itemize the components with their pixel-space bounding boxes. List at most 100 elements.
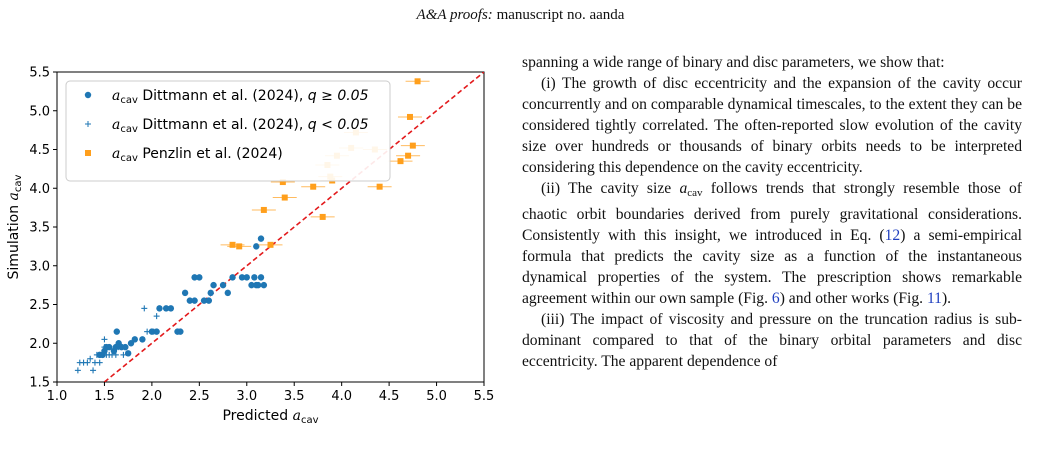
- legend-marker-circle: [84, 91, 92, 99]
- y-tick-label: 5.0: [29, 104, 50, 119]
- identity-reference-line: [103, 72, 484, 382]
- x-tick-label: 5.5: [474, 389, 495, 404]
- point-dittmann-q-high: [200, 297, 208, 304]
- point-dittmann-q-high: [207, 289, 214, 297]
- point-dittmann-q-high: [257, 274, 265, 281]
- point-dittmann-q-low: [101, 336, 108, 343]
- point-dittmann-q-high: [257, 235, 265, 242]
- body-text-column: spanning a wide range of binary and disc…: [522, 52, 1022, 372]
- finding-i-paragraph: (i) The growth of disc eccentricity and …: [522, 75, 1022, 176]
- point-dittmann-q-high: [113, 328, 120, 335]
- y-tick-label: 2.0: [29, 337, 50, 352]
- point-dittmann-q-high: [224, 289, 231, 297]
- point-penzlin: [227, 243, 252, 250]
- legend-label: acav Penzlin et al. (2024): [112, 146, 283, 164]
- point-dittmann-q-high: [251, 274, 258, 281]
- finding-ii-text-b: follows trends that strongly resemble th…: [522, 180, 1022, 244]
- finding-ii-text-e: ).: [941, 290, 952, 307]
- point-dittmann-q-high: [238, 274, 246, 281]
- y-tick-label: 3.0: [29, 259, 50, 274]
- x-tick-label: 1.0: [47, 389, 68, 404]
- point-dittmann-q-high: [167, 305, 175, 312]
- legend-marker-square: [85, 150, 91, 156]
- finding-ii-text-c: ) a semi-empirical formula that predicts…: [522, 227, 1022, 307]
- acav-subscript: cav: [687, 187, 703, 199]
- point-dittmann-q-high: [205, 297, 213, 304]
- point-dittmann-q-high: [105, 343, 113, 351]
- finding-iii-paragraph: (iii) The impact of viscosity and pressu…: [522, 311, 1022, 370]
- acav-symbol: a: [679, 180, 688, 197]
- running-header: A&A proofs: manuscript no. aanda: [0, 7, 1041, 24]
- legend-box: [65, 80, 391, 182]
- point-dittmann-q-high: [181, 289, 189, 297]
- point-dittmann-q-high: [174, 328, 181, 335]
- point-dittmann-q-high: [210, 281, 217, 289]
- intro-paragraph: spanning a wide range of binary and disc…: [522, 54, 945, 71]
- point-penzlin: [270, 179, 295, 186]
- point-penzlin: [310, 213, 335, 220]
- point-penzlin: [396, 152, 421, 159]
- axis-labels: Predicted acav Simulation acav: [6, 174, 319, 426]
- y-tick-label: 4.0: [29, 182, 50, 197]
- y-tick-label: 2.5: [29, 298, 50, 313]
- point-penzlin: [251, 206, 276, 213]
- equation-12-link[interactable]: 12: [884, 227, 901, 244]
- scatter-figure: 1.0 1.5 2.0 2.5 3.0 3.5 4.0 4.5 5.0 5.5 1.5 2.0 2.5 3…: [0, 55, 500, 455]
- figure-6-link[interactable]: 6: [771, 290, 780, 307]
- point-dittmann-q-low: [96, 359, 103, 366]
- axis-ticks: 1.0 1.5 2.0 2.5 3.0 3.5 4.0 4.5 5.0 5.51.52.02.53…: [29, 66, 494, 405]
- point-penzlin: [405, 78, 430, 85]
- point-dittmann-q-low: [112, 351, 119, 358]
- point-dittmann-q-high: [196, 274, 203, 281]
- scatter-chart: 1.0 1.5 2.0 2.5 3.0 3.5 4.0 4.5 5.0 5.51.52.02.53…: [6, 66, 494, 427]
- point-dittmann-q-high: [260, 281, 268, 289]
- point-penzlin: [400, 142, 425, 149]
- manuscript-label: manuscript no. aanda: [496, 7, 625, 23]
- x-axis-label: Predicted acav: [222, 408, 318, 426]
- point-penzlin: [258, 241, 283, 248]
- point-dittmann-q-low: [87, 355, 94, 362]
- legend-label: acav Dittmann et al. (2024), q ≥ 0.05: [112, 88, 369, 106]
- point-dittmann-q-high: [248, 281, 255, 289]
- x-tick-label: 3.0: [236, 389, 257, 404]
- point-dittmann-q-high: [131, 336, 139, 343]
- x-tick-label: 2.0: [142, 389, 163, 404]
- point-penzlin: [397, 113, 422, 120]
- point-dittmann-q-low: [115, 344, 122, 351]
- point-dittmann-q-low: [120, 351, 127, 358]
- point-dittmann-q-low: [74, 367, 81, 374]
- x-tick-label: 4.5: [379, 389, 400, 404]
- point-dittmann-q-high: [124, 350, 132, 357]
- y-axis-label: Simulation acav: [6, 174, 24, 279]
- journal-name: A&A proofs:: [416, 7, 493, 23]
- finding-ii-text-a: (ii) The cavity size: [541, 180, 680, 197]
- x-tick-label: 2.5: [189, 389, 210, 404]
- point-dittmann-q-high: [191, 274, 198, 281]
- point-dittmann-q-low: [93, 351, 100, 358]
- legend: acav Dittmann et al. (2024), q ≥ 0.05 aca…: [65, 80, 391, 182]
- point-dittmann-q-high: [229, 274, 236, 281]
- point-dittmann-q-low: [84, 359, 91, 366]
- finding-ii-paragraph: (ii) The cavity size acav follows trends…: [522, 178, 1022, 309]
- finding-ii-text-d: ) and other works (Fig.: [779, 290, 927, 307]
- x-tick-label: 1.5: [94, 389, 115, 404]
- x-tick-label: 5.0: [426, 389, 447, 404]
- point-dittmann-q-high: [122, 343, 129, 351]
- point-dittmann-q-high: [186, 297, 194, 304]
- point-dittmann-q-high: [243, 274, 250, 281]
- point-penzlin: [301, 183, 326, 190]
- point-dittmann-q-low: [144, 328, 151, 335]
- point-dittmann-q-high: [253, 243, 260, 250]
- point-dittmann-q-high: [191, 297, 198, 304]
- figure-11-link[interactable]: 11: [926, 290, 942, 307]
- y-tick-label: 5.5: [29, 66, 50, 81]
- point-penzlin: [388, 158, 413, 165]
- point-dittmann-q-high: [254, 281, 262, 289]
- point-dittmann-q-high: [156, 305, 163, 312]
- y-tick-label: 1.5: [29, 376, 50, 391]
- point-dittmann-q-low: [90, 367, 97, 374]
- legend-label: acav Dittmann et al. (2024), q < 0.05: [112, 117, 369, 135]
- x-tick-label: 4.0: [331, 389, 352, 404]
- point-dittmann-q-low: [153, 313, 160, 320]
- point-dittmann-q-low: [101, 344, 108, 351]
